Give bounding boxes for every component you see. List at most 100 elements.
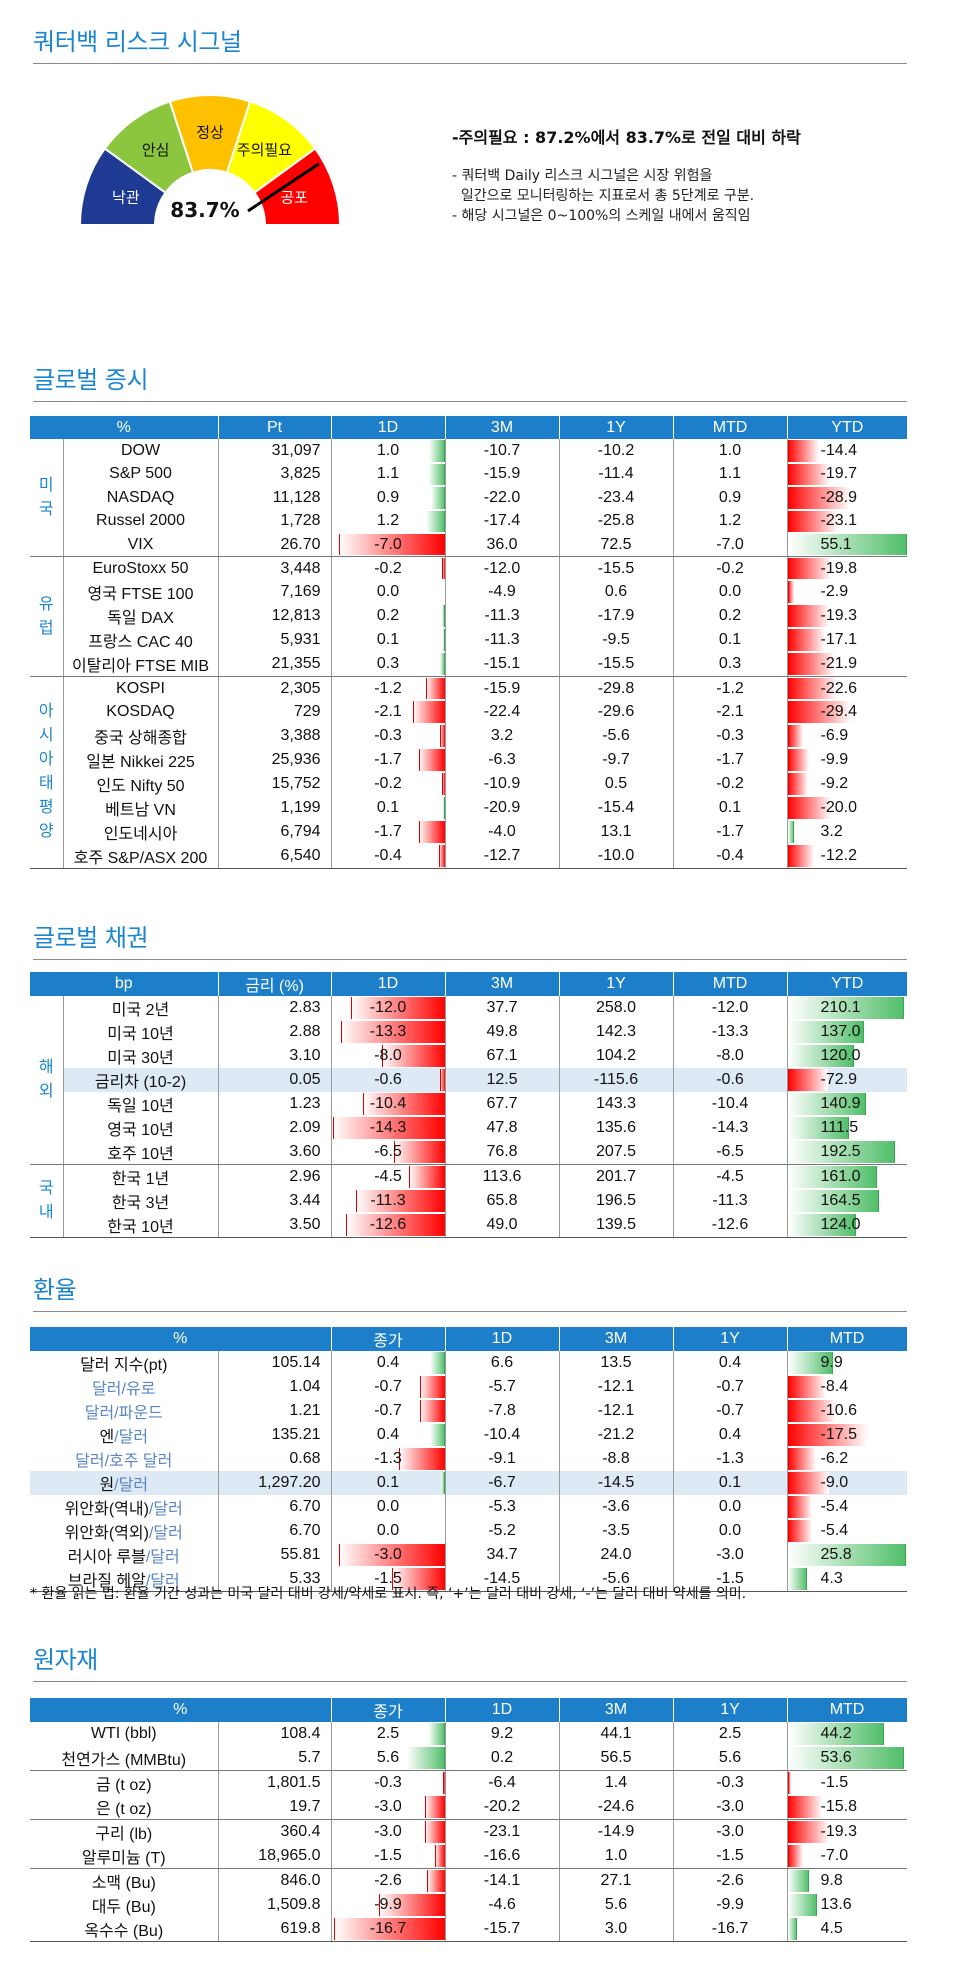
pair-quote: /유로 bbox=[121, 1381, 156, 1398]
column-header: % bbox=[30, 1327, 332, 1351]
row-ytd: 111.5 bbox=[787, 1116, 907, 1140]
row-mtd: 1.2 bbox=[673, 509, 788, 533]
value-bar bbox=[391, 1568, 445, 1590]
row-ytd: -28.9 bbox=[787, 486, 907, 510]
row-ytd: -12.2 bbox=[787, 843, 908, 869]
signal-note-1: - 쿼터백 Daily 리스크 시그널은 시장 위험을 bbox=[452, 168, 713, 184]
row-1d: -12.0 bbox=[331, 996, 446, 1020]
row-3m: 47.8 bbox=[445, 1116, 560, 1140]
row-1d: 1.0 bbox=[331, 439, 446, 463]
row-level: 1.21 bbox=[218, 1399, 332, 1423]
row-1y: -14.5 bbox=[559, 1471, 674, 1495]
row-mtd: 0.9 bbox=[673, 486, 788, 510]
row-1y: -23.4 bbox=[559, 486, 674, 510]
row-mtd: 0.1 bbox=[673, 795, 788, 820]
column-header: 3M bbox=[559, 1698, 674, 1722]
row-ytd: 25.8 bbox=[787, 1543, 907, 1567]
row-mtd: -9.9 bbox=[673, 1892, 788, 1917]
value-bar bbox=[787, 1544, 907, 1566]
row-name: 한국 1년 bbox=[63, 1164, 219, 1189]
row-name: 브라질 헤알/달러 bbox=[30, 1567, 219, 1592]
value-bar bbox=[787, 558, 831, 579]
row-level: 1,297.20 bbox=[218, 1471, 332, 1495]
table-row: 금리차 (10-2) 0.05 -0.6 12.5 -115.6 -0.6 -72.9 bbox=[30, 1068, 908, 1092]
t-equity-header-row: % Pt 1D 3M 1Y MTD YTD bbox=[30, 416, 908, 439]
row-1y: -8.8 bbox=[559, 1447, 674, 1471]
table-row: WTI (bbl) 108.4 2.5 9.2 44.1 2.5 44.2 bbox=[30, 1722, 907, 1746]
row-ytd: -5.4 bbox=[787, 1495, 907, 1519]
row-1d: -1.5 bbox=[331, 1843, 446, 1869]
row-ytd: 161.0 bbox=[787, 1165, 907, 1190]
row-mtd: -13.3 bbox=[673, 1020, 788, 1044]
value-bar bbox=[787, 581, 794, 603]
row-1d: -0.2 bbox=[331, 556, 446, 580]
value-bar bbox=[424, 1820, 445, 1843]
value-bar bbox=[787, 1166, 878, 1188]
row-3m: 36.0 bbox=[445, 533, 560, 557]
row-name: 달러/파운드 bbox=[30, 1399, 219, 1423]
section-title-bonds: 글로벌 채권 bbox=[33, 924, 149, 952]
row-name: 한국 10년 bbox=[63, 1213, 219, 1238]
row-1d: 0.4 bbox=[331, 1423, 446, 1447]
table-row: 유 럽 EuroStoxx 50 3,448 -0.2 -12.0 -15.5 -0.2 -1… bbox=[30, 556, 907, 677]
row-1y: 1.4 bbox=[559, 1770, 674, 1795]
t-bonds-header-row: bp 금리 (%) 1D 3M 1Y MTD YTD bbox=[30, 972, 908, 996]
row-3m: 113.6 bbox=[445, 1164, 560, 1189]
row-3m: -15.1 bbox=[445, 652, 560, 677]
gauge-label-3: 주의필요 bbox=[237, 141, 292, 159]
row-level: 360.4 bbox=[218, 1819, 332, 1844]
pair-base: 브라질 헤알 bbox=[67, 1573, 146, 1590]
fx-header-row: % 종가 1D 3M 1Y MTD YTD bbox=[30, 1327, 940, 1351]
row-1d: 0.1 bbox=[331, 795, 446, 820]
value-bar bbox=[787, 1520, 813, 1542]
value-bar bbox=[441, 605, 445, 627]
row-3m: -5.2 bbox=[445, 1519, 560, 1543]
value-bar bbox=[787, 678, 837, 699]
row-3m: -23.1 bbox=[445, 1819, 560, 1844]
row-level: 619.8 bbox=[218, 1916, 332, 1942]
value-bar bbox=[427, 1723, 445, 1745]
row-1d: -0.6 bbox=[331, 1068, 446, 1092]
row-name: 알루미늄 (T) bbox=[30, 1843, 219, 1869]
row-mtd: 0.1 bbox=[673, 628, 788, 652]
row-name: 원/달러 bbox=[30, 1471, 219, 1495]
row-name: 호주 10년 bbox=[63, 1140, 219, 1165]
row-level: 6.70 bbox=[218, 1519, 332, 1543]
row-1y: -115.6 bbox=[559, 1068, 674, 1092]
gauge-label-0: 낙관 bbox=[112, 189, 140, 207]
row-ytd: -19.3 bbox=[787, 604, 907, 628]
row-level: 6.70 bbox=[218, 1495, 332, 1519]
row-level: 3.10 bbox=[218, 1044, 332, 1068]
row-1d: -0.7 bbox=[331, 1399, 446, 1423]
pair-base: 위안화(역외) bbox=[64, 1525, 149, 1542]
row-1d: 0.3 bbox=[331, 652, 446, 677]
value-bar bbox=[787, 724, 803, 747]
row-1d: -9.9 bbox=[331, 1892, 446, 1917]
value-bar bbox=[787, 1117, 850, 1139]
value-bar bbox=[430, 1352, 445, 1374]
row-mtd: 0.2 bbox=[673, 604, 788, 628]
column-header: 3M bbox=[445, 416, 560, 439]
value-bar bbox=[333, 1117, 445, 1139]
group-label: 미 국 bbox=[30, 439, 64, 557]
row-level: 1.23 bbox=[218, 1092, 332, 1116]
row-mtd: -1.5 bbox=[673, 1843, 788, 1869]
row-level: 2.96 bbox=[218, 1164, 332, 1189]
row-1y: -9.7 bbox=[559, 747, 674, 772]
row-mtd: -12.6 bbox=[673, 1213, 788, 1238]
table-row: 베트남 VN 1,199 0.1 -20.9 -15.4 0.1 -20.0 bbox=[30, 795, 907, 820]
pair-base: 달러 bbox=[92, 1381, 122, 1398]
row-name: 일본 Nikkei 225 bbox=[63, 747, 219, 772]
row-1d: -13.3 bbox=[331, 1020, 446, 1044]
pair-base: 달러/파운드 bbox=[84, 1405, 163, 1422]
row-ytd: 9.9 bbox=[787, 1351, 907, 1375]
row-mtd: -3.0 bbox=[673, 1819, 788, 1844]
row-level: 11,128 bbox=[218, 486, 332, 510]
row-mtd: 0.0 bbox=[673, 1495, 788, 1519]
row-1y: 0.5 bbox=[559, 771, 674, 796]
row-1y: -15.5 bbox=[559, 556, 674, 580]
pair-quote: /달러 bbox=[148, 1525, 183, 1542]
row-name: 은 (t oz) bbox=[30, 1794, 219, 1820]
value-bar bbox=[430, 1424, 445, 1446]
row-1y: 143.3 bbox=[559, 1092, 674, 1116]
